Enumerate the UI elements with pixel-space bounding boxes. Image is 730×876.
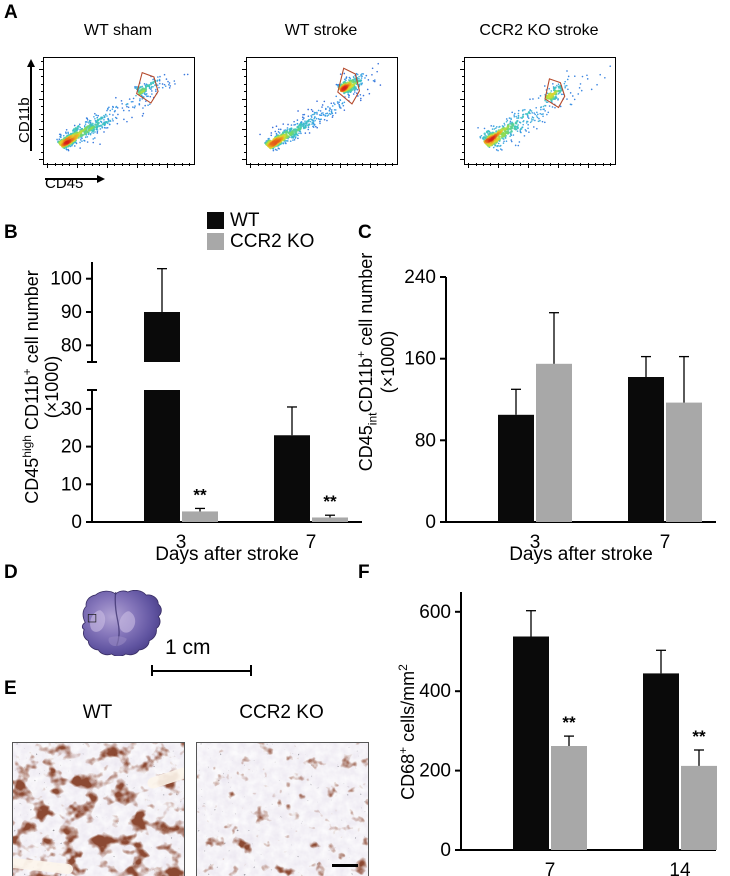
svg-text:0: 0 — [425, 512, 436, 533]
svg-text:200: 200 — [419, 761, 451, 782]
svg-text:30: 30 — [61, 399, 82, 420]
svg-text:80: 80 — [61, 335, 82, 356]
svg-text:10: 10 — [61, 474, 82, 495]
svg-text:14: 14 — [669, 860, 691, 876]
svg-text:0: 0 — [71, 512, 82, 533]
svg-text:80: 80 — [415, 430, 436, 451]
svg-text:20: 20 — [61, 437, 82, 458]
svg-text:0: 0 — [440, 840, 451, 861]
svg-text:**: ** — [692, 727, 706, 746]
svg-text:**: ** — [562, 713, 576, 732]
svg-text:90: 90 — [61, 302, 82, 323]
svg-text:160: 160 — [404, 349, 436, 370]
svg-text:7: 7 — [545, 860, 556, 876]
svg-text:240: 240 — [404, 267, 436, 288]
svg-text:600: 600 — [419, 602, 451, 623]
svg-text:**: ** — [193, 485, 207, 504]
svg-text:**: ** — [323, 492, 337, 511]
svg-text:400: 400 — [419, 681, 451, 702]
